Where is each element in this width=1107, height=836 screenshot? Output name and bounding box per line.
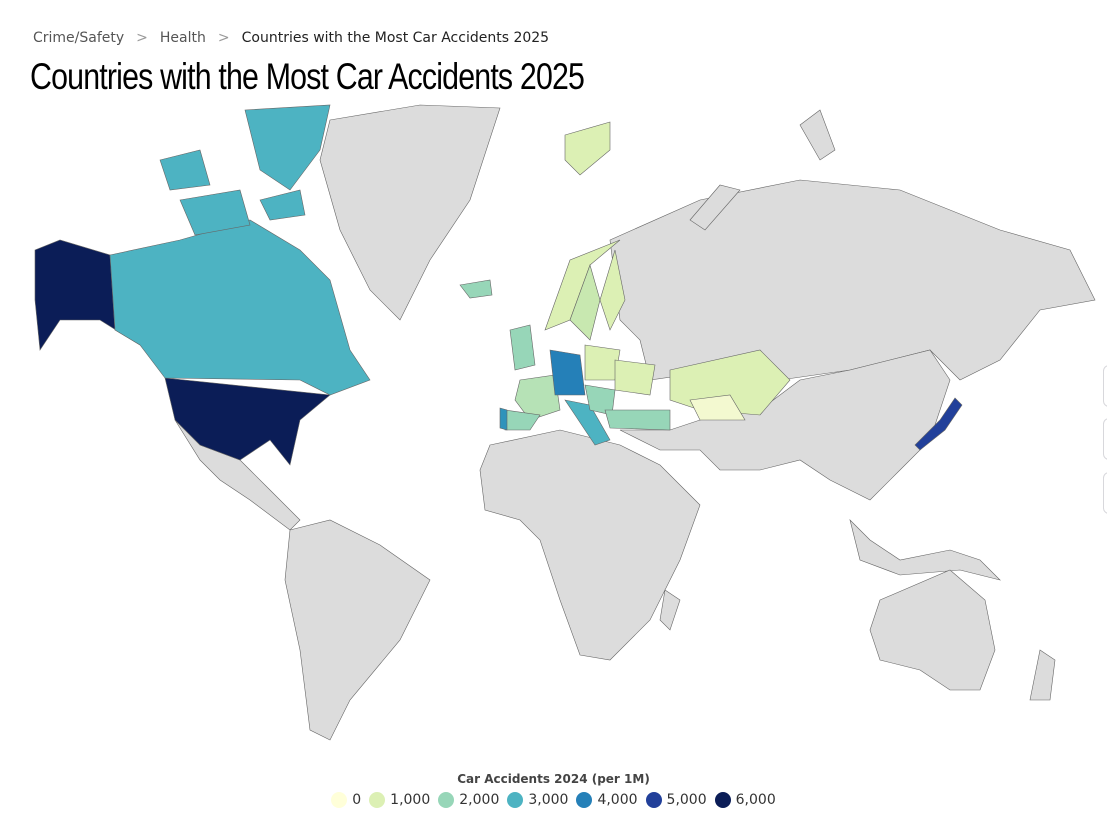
southeast-asia-islands[interactable] <box>849 519 1001 581</box>
breadcrumb-current: Countries with the Most Car Accidents 20… <box>241 30 550 46</box>
legend-label: 4,000 <box>597 792 638 808</box>
legend-item[interactable]: 5,000 <box>645 792 707 808</box>
legend-swatch <box>438 792 455 808</box>
page-title: Countries with the Most Car Accidents 20… <box>30 56 585 97</box>
map-zoom-in-button[interactable] <box>1103 365 1107 407</box>
madagascar[interactable] <box>659 589 681 631</box>
new-zealand[interactable] <box>1029 649 1056 701</box>
country-japan[interactable] <box>914 397 963 451</box>
country-united-states[interactable] <box>164 377 331 466</box>
breadcrumb-health[interactable]: Health <box>159 30 206 46</box>
country-portugal[interactable] <box>499 407 508 431</box>
arctic-islands[interactable] <box>799 109 836 161</box>
country-italy[interactable] <box>564 399 611 446</box>
legend-label: 3,000 <box>528 792 569 808</box>
country-germany[interactable] <box>549 349 586 396</box>
country-uzbekistan[interactable] <box>689 394 746 421</box>
map-legend: Car Accidents 2024 (per 1M) 0 1,000 2,000 3… <box>0 772 1107 808</box>
legend-swatch <box>576 792 593 808</box>
legend-label: 0 <box>352 792 362 808</box>
map-reset-button[interactable] <box>1103 472 1107 514</box>
country-ukraine[interactable] <box>614 359 656 396</box>
legend-item[interactable]: 2,000 <box>438 792 499 808</box>
legend-swatch <box>714 792 731 808</box>
legend-title: Car Accidents 2024 (per 1M) <box>457 772 650 786</box>
australia[interactable] <box>869 569 996 691</box>
legend-label: 1,000 <box>390 792 431 808</box>
world-map[interactable] <box>0 100 1100 765</box>
legend-swatch <box>369 792 386 808</box>
arctic-islands[interactable] <box>689 184 741 231</box>
breadcrumb-separator: > <box>136 30 148 46</box>
breadcrumb: Crime/Safety > Health > Countries with t… <box>33 30 549 46</box>
country-finland[interactable] <box>599 249 626 331</box>
breadcrumb-separator: > <box>217 30 230 46</box>
country-turkey[interactable] <box>604 409 671 431</box>
legend-item[interactable]: 3,000 <box>507 792 568 808</box>
country-uk[interactable] <box>509 324 536 371</box>
country-canada[interactable] <box>109 219 371 396</box>
legend-label: 5,000 <box>666 792 707 808</box>
legend-swatch <box>507 792 524 808</box>
country-france[interactable] <box>514 374 561 421</box>
legend-label: 2,000 <box>459 792 500 808</box>
country-svalbard[interactable] <box>564 121 611 176</box>
legend-item[interactable]: 0 <box>331 792 361 808</box>
map-zoom-out-button[interactable] <box>1103 418 1107 460</box>
legend-swatch <box>645 792 662 808</box>
russia[interactable] <box>609 179 1096 381</box>
legend-item[interactable]: 1,000 <box>369 792 430 808</box>
canada-arctic-islands <box>159 104 331 236</box>
legend-swatch <box>331 792 348 808</box>
greenland[interactable] <box>319 104 501 321</box>
breadcrumb-crime-safety[interactable]: Crime/Safety <box>33 30 125 46</box>
south-america[interactable] <box>284 519 431 741</box>
legend-label: 6,000 <box>735 792 776 808</box>
legend-item[interactable]: 6,000 <box>714 792 776 808</box>
legend-item[interactable]: 4,000 <box>576 792 638 808</box>
africa[interactable] <box>479 429 701 661</box>
country-iceland[interactable] <box>459 279 493 299</box>
